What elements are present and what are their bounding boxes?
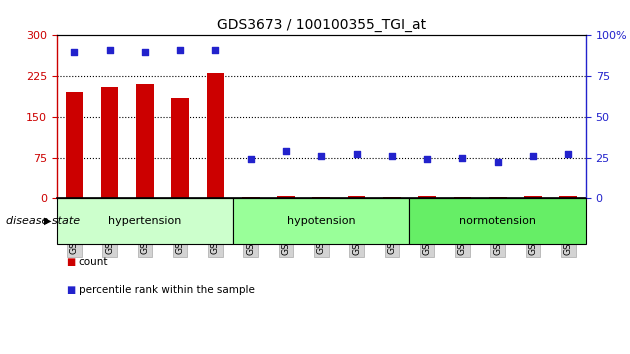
Bar	[66, 92, 83, 198]
Bar	[445, 198, 480, 200]
Text: count: count	[79, 257, 108, 267]
Point	[352, 152, 362, 157]
FancyBboxPatch shape	[410, 198, 586, 244]
Point	[140, 49, 150, 55]
Text: hypertension: hypertension	[108, 216, 181, 226]
Point	[246, 156, 256, 162]
Bar	[489, 196, 507, 198]
Text: disease state: disease state	[6, 216, 81, 226]
Point	[316, 153, 326, 159]
Point	[281, 148, 291, 154]
Bar	[383, 196, 401, 198]
Bar	[524, 195, 542, 198]
Bar	[559, 196, 577, 198]
Bar	[348, 196, 365, 198]
Bar	[207, 73, 224, 198]
Bar	[233, 198, 268, 200]
Point	[175, 47, 185, 53]
Bar	[127, 198, 163, 200]
Bar	[454, 196, 471, 198]
Title: GDS3673 / 100100355_TGI_at: GDS3673 / 100100355_TGI_at	[217, 18, 426, 32]
Point	[387, 153, 397, 159]
Bar	[242, 196, 260, 198]
Point	[210, 47, 220, 53]
Point	[528, 153, 538, 159]
Point	[422, 156, 432, 162]
Text: ■: ■	[66, 285, 76, 295]
Bar	[198, 198, 233, 200]
Bar	[57, 198, 92, 200]
Bar	[163, 198, 198, 200]
Bar	[277, 195, 295, 198]
Bar	[418, 196, 436, 198]
Bar	[268, 198, 304, 200]
Bar	[136, 84, 154, 198]
Text: percentile rank within the sample: percentile rank within the sample	[79, 285, 255, 295]
Bar	[92, 198, 127, 200]
Bar	[171, 98, 189, 198]
Bar	[551, 198, 586, 200]
Text: ■: ■	[66, 257, 76, 267]
Bar	[480, 198, 515, 200]
Bar	[374, 198, 410, 200]
FancyBboxPatch shape	[57, 198, 233, 244]
Point	[493, 160, 503, 165]
Bar	[410, 198, 445, 200]
Bar	[515, 198, 551, 200]
Point	[105, 47, 115, 53]
Point	[563, 152, 573, 157]
Text: hypotension: hypotension	[287, 216, 355, 226]
Bar	[304, 198, 339, 200]
FancyBboxPatch shape	[233, 198, 410, 244]
Point	[69, 49, 79, 55]
Text: ▶: ▶	[43, 216, 51, 226]
Bar	[339, 198, 374, 200]
Point	[457, 155, 467, 160]
Bar	[101, 87, 118, 198]
Bar	[312, 196, 330, 198]
Text: normotension: normotension	[459, 216, 536, 226]
